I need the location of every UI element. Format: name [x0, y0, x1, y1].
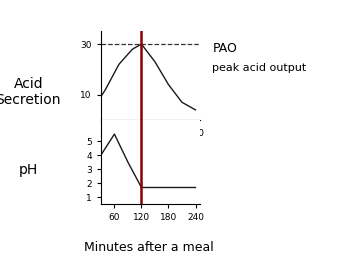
- Text: peak acid output: peak acid output: [212, 63, 307, 73]
- Text: PAO: PAO: [212, 42, 237, 55]
- Text: Minutes after a meal: Minutes after a meal: [84, 241, 213, 254]
- Text: pH: pH: [19, 163, 38, 177]
- Text: Acid
Secretion: Acid Secretion: [0, 77, 61, 107]
